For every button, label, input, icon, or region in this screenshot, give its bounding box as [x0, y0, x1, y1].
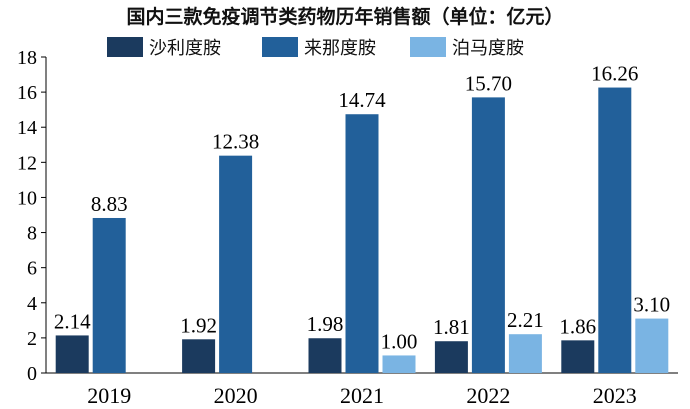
bars — [55, 87, 669, 374]
y-tick-label: 4 — [27, 293, 37, 315]
legend: 沙利度胺 来那度胺 泊马度胺 — [107, 37, 524, 59]
data-label: 16.26 — [591, 62, 638, 86]
legend-swatch-2 — [262, 37, 298, 57]
data-label: 1.98 — [307, 312, 344, 336]
y-axis: 0 2 4 6 8 10 12 14 16 18 — [17, 47, 47, 385]
data-label: 1.81 — [433, 315, 470, 339]
bar-泊马度胺-2021 — [382, 355, 416, 373]
data-label: 1.00 — [381, 329, 418, 353]
bar-来那度胺-2022 — [471, 97, 505, 373]
bar-沙利度胺-2020 — [182, 339, 216, 373]
data-label: 1.92 — [180, 313, 217, 337]
bar-沙利度胺-2021 — [308, 338, 342, 373]
x-tick-label: 2019 — [87, 383, 131, 408]
data-label: 2.14 — [54, 309, 91, 333]
bar-来那度胺-2020 — [219, 155, 253, 373]
x-tick-label: 2023 — [593, 383, 637, 408]
bar-沙利度胺-2022 — [434, 341, 468, 373]
bar-来那度胺-2019 — [92, 217, 126, 373]
legend-label-2: 来那度胺 — [304, 38, 376, 59]
legend-swatch-3 — [410, 37, 446, 57]
bar-来那度胺-2021 — [345, 114, 379, 373]
y-tick-label: 18 — [17, 47, 37, 69]
legend-label-1: 沙利度胺 — [149, 38, 221, 59]
y-tick-label: 10 — [17, 187, 37, 209]
x-tick-label: 2021 — [340, 383, 384, 408]
data-label: 14.74 — [338, 88, 386, 112]
data-label: 1.86 — [559, 314, 596, 338]
y-tick-label: 6 — [27, 258, 37, 280]
y-tick-label: 14 — [17, 117, 37, 139]
bar-来那度胺-2023 — [598, 87, 632, 374]
data-label: 12.38 — [212, 130, 259, 154]
y-tick-label: 12 — [17, 152, 37, 174]
data-labels: 2.14 1.92 1.98 1.81 1.86 8.83 12.38 14.74 15.70 1… — [54, 62, 670, 354]
y-tick-label: 8 — [27, 223, 37, 245]
chart-title: 国内三款免疫调节类药物历年销售额（单位：亿元） — [126, 6, 564, 28]
bar-沙利度胺-2019 — [55, 335, 89, 373]
data-label: 8.83 — [91, 192, 128, 216]
x-tick-label: 2020 — [214, 383, 258, 408]
x-axis: 2019 2020 2021 2022 2023 — [46, 372, 678, 408]
y-tick-label: 0 — [27, 363, 37, 385]
bar-泊马度胺-2023 — [635, 318, 669, 373]
data-label: 15.70 — [465, 71, 512, 95]
y-tick-label: 16 — [17, 82, 37, 104]
data-label: 3.10 — [633, 293, 670, 317]
legend-label-3: 泊马度胺 — [452, 38, 524, 59]
y-tick-label: 2 — [27, 328, 37, 350]
legend-swatch-1 — [107, 37, 143, 57]
x-tick-label: 2022 — [466, 383, 510, 408]
data-label: 2.21 — [507, 308, 544, 332]
bar-沙利度胺-2023 — [561, 340, 595, 373]
bar-泊马度胺-2022 — [508, 334, 542, 373]
